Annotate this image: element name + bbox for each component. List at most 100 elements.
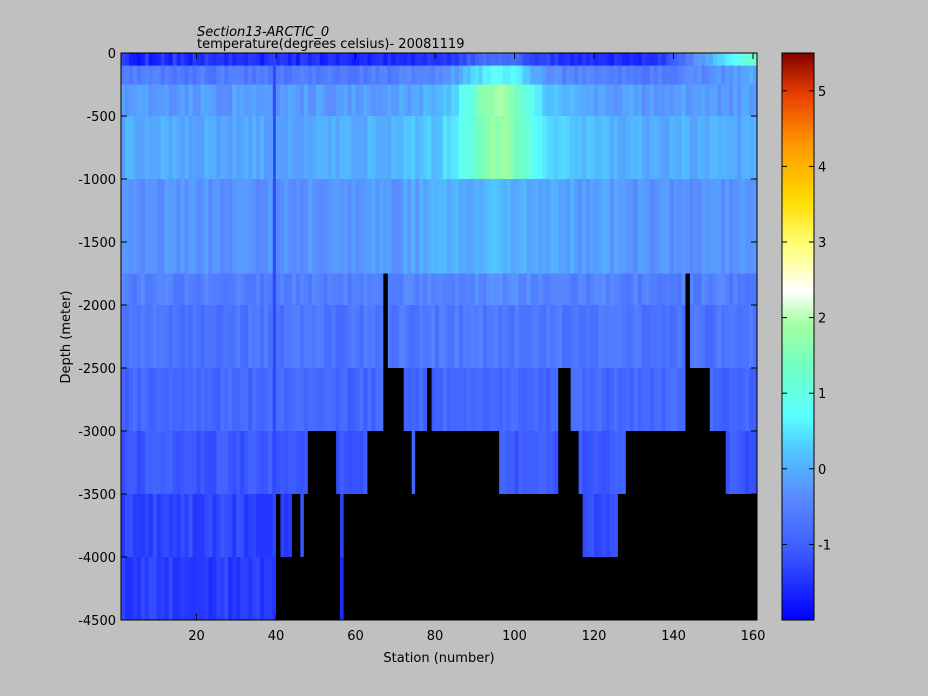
heatmap-cell bbox=[721, 65, 726, 86]
heatmap-cell bbox=[709, 84, 714, 117]
heatmap-cell bbox=[252, 116, 257, 180]
heatmap-cell bbox=[427, 84, 432, 117]
y-tick-label: -4000 bbox=[78, 551, 116, 566]
heatmap-cell bbox=[729, 65, 734, 86]
heatmap-cell bbox=[160, 305, 166, 369]
heatmap-cell bbox=[625, 368, 631, 432]
heatmap-cell bbox=[721, 84, 726, 117]
heatmap-cell bbox=[629, 273, 635, 306]
heatmap-cell bbox=[319, 53, 325, 67]
heatmap-cell bbox=[586, 179, 591, 275]
heatmap-cell bbox=[442, 116, 448, 180]
heatmap-cell bbox=[268, 494, 273, 558]
heatmap-cell bbox=[729, 368, 734, 432]
heatmap-cell bbox=[482, 53, 488, 67]
heatmap-cell bbox=[649, 116, 655, 180]
heatmap-cell bbox=[399, 179, 404, 275]
heatmap-cell bbox=[295, 84, 301, 117]
heatmap-cell bbox=[148, 179, 154, 275]
heatmap-cell bbox=[347, 65, 353, 86]
heatmap-cell bbox=[244, 494, 249, 558]
heatmap-cell bbox=[164, 494, 170, 558]
heatmap-cell bbox=[514, 273, 520, 306]
x-tick-label: 20 bbox=[188, 629, 205, 644]
heatmap-cell bbox=[506, 84, 512, 117]
heatmap-cell bbox=[291, 368, 297, 432]
heatmap-cell bbox=[411, 305, 416, 369]
heatmap-cell bbox=[621, 431, 627, 495]
heatmap-cell bbox=[216, 557, 221, 620]
heatmap-cell bbox=[252, 65, 257, 86]
heatmap-cell bbox=[164, 273, 170, 306]
heatmap-cell bbox=[319, 273, 325, 306]
heatmap-cell bbox=[629, 116, 635, 180]
heatmap-cell bbox=[482, 179, 488, 275]
heatmap-cell bbox=[466, 368, 472, 432]
heatmap-cell bbox=[228, 557, 233, 620]
heatmap-cell bbox=[188, 116, 194, 180]
heatmap-cell bbox=[128, 494, 134, 558]
heatmap-cell bbox=[148, 84, 154, 117]
heatmap-cell bbox=[367, 65, 373, 86]
heatmap-cell bbox=[331, 179, 337, 275]
heatmap-cell bbox=[287, 53, 293, 67]
heatmap-cell bbox=[323, 273, 329, 306]
heatmap-cell bbox=[200, 557, 206, 620]
y-tick-label: -1000 bbox=[78, 173, 116, 188]
seafloor-segment bbox=[383, 273, 388, 620]
heatmap-cell bbox=[371, 84, 376, 117]
heatmap-cell bbox=[140, 53, 146, 67]
heatmap-cell bbox=[613, 368, 619, 432]
heatmap-cell bbox=[705, 65, 710, 86]
heatmap-cell bbox=[617, 305, 623, 369]
heatmap-cell bbox=[347, 179, 353, 275]
heatmap-cell bbox=[315, 84, 321, 117]
heatmap-cell bbox=[562, 116, 567, 180]
heatmap-cell bbox=[594, 65, 599, 86]
heatmap-cell bbox=[204, 84, 210, 117]
heatmap-cell bbox=[673, 84, 679, 117]
heatmap-cell bbox=[530, 431, 535, 495]
heatmap-cell bbox=[168, 494, 174, 558]
heatmap-cell bbox=[256, 368, 261, 432]
heatmap-cell bbox=[355, 431, 361, 495]
heatmap-cell bbox=[307, 84, 313, 117]
heatmap-cell bbox=[713, 116, 718, 180]
heatmap-cell bbox=[466, 305, 472, 369]
heatmap-cell bbox=[609, 179, 615, 275]
seafloor-segment bbox=[709, 431, 726, 620]
heatmap-cell bbox=[184, 65, 190, 86]
heatmap-cell bbox=[228, 179, 233, 275]
heatmap-cell bbox=[427, 273, 432, 306]
heatmap-cell bbox=[315, 368, 321, 432]
seafloor-segment bbox=[335, 494, 341, 620]
heatmap-cell bbox=[196, 557, 202, 620]
heatmap-cell bbox=[315, 305, 321, 369]
colorbar-tick-label: -1 bbox=[818, 538, 831, 553]
heatmap-cell bbox=[248, 368, 253, 432]
heatmap-cell bbox=[522, 305, 528, 369]
heatmap-cell bbox=[506, 179, 512, 275]
heatmap-cell bbox=[327, 53, 333, 67]
heatmap-cell bbox=[546, 179, 551, 275]
heatmap-cell bbox=[176, 368, 182, 432]
heatmap-cell bbox=[649, 84, 655, 117]
seafloor-segment bbox=[498, 494, 559, 620]
heatmap-cell bbox=[232, 431, 237, 495]
heatmap-cell bbox=[256, 557, 261, 620]
heatmap-cell bbox=[681, 84, 687, 117]
heatmap-cell bbox=[605, 179, 611, 275]
heatmap-cell bbox=[633, 84, 639, 117]
heatmap-cell bbox=[617, 273, 623, 306]
heatmap-cell bbox=[260, 431, 265, 495]
heatmap-cell bbox=[685, 53, 691, 67]
heatmap-cell bbox=[713, 305, 718, 369]
heatmap-cell bbox=[713, 84, 718, 117]
heatmap-cell bbox=[299, 273, 305, 306]
heatmap-cell bbox=[415, 53, 420, 67]
heatmap-cell bbox=[538, 179, 543, 275]
heatmap-cell bbox=[240, 557, 245, 620]
heatmap-cell bbox=[478, 368, 484, 432]
heatmap-cell bbox=[291, 273, 297, 306]
heatmap-cell bbox=[379, 273, 384, 306]
